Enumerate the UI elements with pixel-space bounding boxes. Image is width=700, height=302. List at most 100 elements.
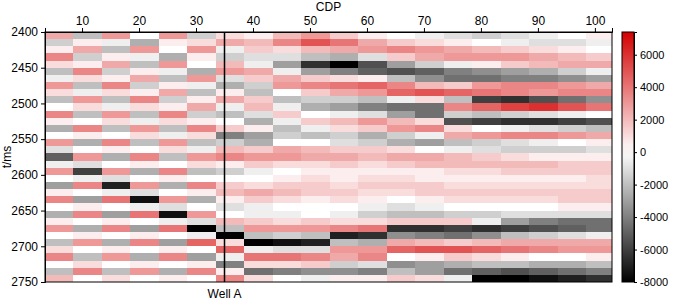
cell [529, 132, 558, 140]
cell [159, 182, 188, 190]
cell [102, 153, 131, 161]
cell [444, 211, 473, 219]
cell [130, 268, 159, 276]
tick: 80 [475, 14, 489, 32]
cell [187, 182, 216, 190]
cell [45, 53, 74, 61]
cell [159, 96, 188, 104]
tick-label: 50 [304, 14, 318, 28]
cell [472, 196, 501, 204]
cell [444, 153, 473, 161]
tick-label: 2750 [11, 275, 38, 289]
tick-mark [634, 55, 637, 56]
cell [330, 103, 359, 111]
cell [415, 211, 444, 219]
cell [187, 68, 216, 76]
cell [216, 218, 245, 226]
cell [102, 82, 131, 90]
cell [387, 218, 416, 226]
cell [529, 161, 558, 169]
cell [130, 125, 159, 133]
cell [529, 68, 558, 76]
cell [330, 118, 359, 126]
cell [586, 39, 612, 47]
cell [586, 211, 612, 219]
cell [130, 89, 159, 97]
cell [244, 182, 273, 190]
cell [45, 125, 74, 133]
cell [159, 225, 188, 233]
x-title: CDP [316, 0, 341, 14]
cell [330, 268, 359, 276]
cell [244, 46, 273, 54]
cell [529, 32, 558, 40]
cell [586, 268, 612, 276]
cell [330, 46, 359, 54]
cell [244, 103, 273, 111]
tick-label: 2500 [11, 97, 38, 111]
cell [45, 46, 74, 54]
cell [102, 68, 131, 76]
cell [415, 225, 444, 233]
cell [273, 96, 302, 104]
cell [501, 189, 530, 197]
cell [330, 53, 359, 61]
cell [358, 103, 387, 111]
cell [187, 118, 216, 126]
cell [159, 261, 188, 269]
cell [273, 211, 302, 219]
tick: 2700 [11, 240, 45, 254]
tick: -6000 [634, 244, 668, 256]
cell [415, 232, 444, 240]
cell [45, 32, 74, 40]
cell [586, 232, 612, 240]
tick: 60 [361, 14, 375, 32]
cell [301, 268, 330, 276]
cell [586, 175, 612, 183]
cell [415, 182, 444, 190]
cell [159, 246, 188, 254]
tick-mark [41, 246, 45, 247]
cell [244, 96, 273, 104]
cell [187, 218, 216, 226]
cell [273, 253, 302, 261]
cell [73, 46, 102, 54]
cell [415, 46, 444, 54]
cell [301, 182, 330, 190]
cell [159, 232, 188, 240]
cell [586, 218, 612, 226]
cell [472, 239, 501, 247]
cell [358, 182, 387, 190]
cell [102, 261, 131, 269]
cell [472, 232, 501, 240]
tick-mark [139, 28, 140, 32]
cell [444, 175, 473, 183]
cell [358, 68, 387, 76]
cell [415, 218, 444, 226]
cell [273, 261, 302, 269]
cell [558, 75, 587, 83]
cell [130, 82, 159, 90]
cell [244, 246, 273, 254]
cell [130, 132, 159, 140]
cell [73, 239, 102, 247]
cell [358, 268, 387, 276]
cell [387, 61, 416, 69]
cell [586, 132, 612, 140]
cell [216, 253, 245, 261]
tick: 2500 [11, 97, 45, 111]
cell [301, 175, 330, 183]
cell [358, 32, 387, 40]
cell [415, 96, 444, 104]
cell [444, 53, 473, 61]
cell [472, 118, 501, 126]
tick-label: -2000 [640, 179, 668, 191]
cell [45, 268, 74, 276]
cell [387, 189, 416, 197]
cell [501, 96, 530, 104]
cell [73, 253, 102, 261]
cell [358, 168, 387, 176]
cell [472, 203, 501, 211]
cell [102, 103, 131, 111]
cell [358, 211, 387, 219]
